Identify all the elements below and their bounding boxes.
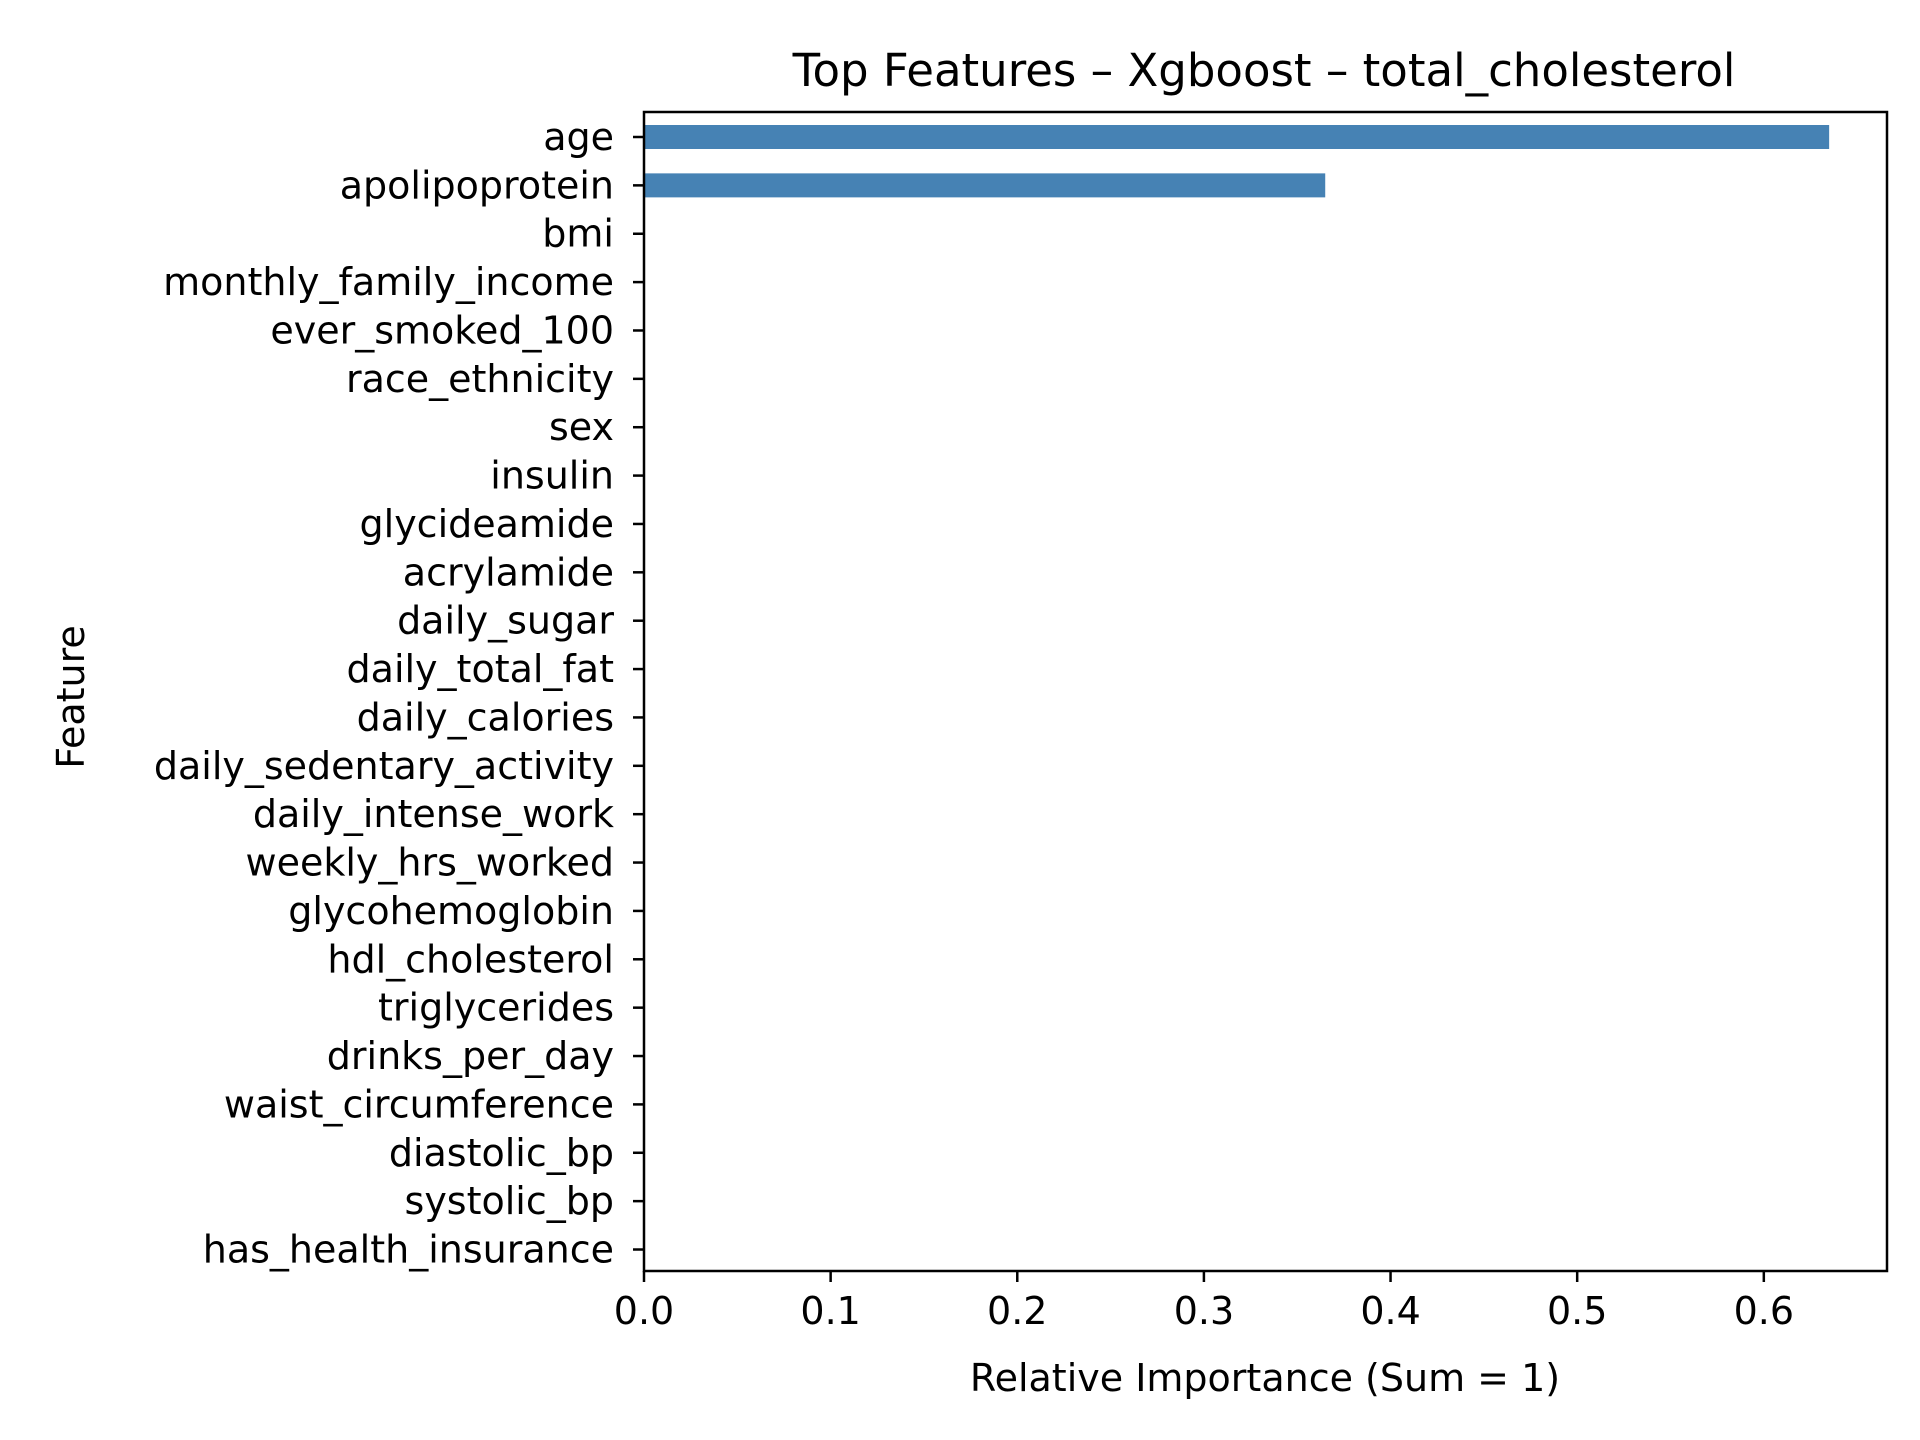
y-tick-label: glycohemoglobin xyxy=(288,889,614,933)
y-tick-label: weekly_hrs_worked xyxy=(246,841,615,885)
x-axis: 0.0 0.1 0.2 0.3 0.4 0.5 0.6 xyxy=(614,1271,1794,1333)
x-tick-label: 0.3 xyxy=(1174,1289,1234,1333)
y-tick-label: bmi xyxy=(542,212,614,256)
bar-age xyxy=(644,125,1830,149)
y-tick-label: age xyxy=(543,115,614,159)
x-tick-label: 0.2 xyxy=(987,1289,1047,1333)
y-tick-label: daily_intense_work xyxy=(253,792,614,836)
y-tick-label: daily_calories xyxy=(357,695,614,739)
y-tick-label: diastolic_bp xyxy=(389,1131,614,1175)
y-tick-label: apolipoprotein xyxy=(340,163,614,207)
y-tick-label: race_ethnicity xyxy=(346,357,614,401)
y-tick-label: acrylamide xyxy=(403,550,614,594)
y-tick-label: systolic_bp xyxy=(405,1179,614,1223)
y-tick-label: ever_smoked_100 xyxy=(270,308,614,352)
y-axis-label: Feature xyxy=(49,625,93,769)
y-tick-label: has_health_insurance xyxy=(203,1228,614,1272)
y-tick-label: daily_sugar xyxy=(397,599,614,643)
y-tick-label: daily_sedentary_activity xyxy=(154,744,614,788)
y-tick-label: drinks_per_day xyxy=(327,1034,614,1078)
x-axis-label: Relative Importance (Sum = 1) xyxy=(970,1356,1560,1400)
y-tick-label: glycideamide xyxy=(360,502,614,546)
y-tick-label: triglycerides xyxy=(378,986,614,1030)
bars-group xyxy=(644,125,1830,198)
y-tick-label: daily_total_fat xyxy=(347,647,614,691)
x-tick-label: 0.1 xyxy=(800,1289,860,1333)
x-tick-label: 0.5 xyxy=(1547,1289,1607,1333)
y-tick-label: monthly_family_income xyxy=(163,260,614,304)
chart-title: Top Features – Xgboost – total_cholester… xyxy=(792,44,1736,97)
y-tick-label: sex xyxy=(549,405,614,449)
bar-apolipoprotein xyxy=(644,173,1326,198)
x-tick-label: 0.4 xyxy=(1360,1289,1420,1333)
x-tick-label: 0.6 xyxy=(1734,1289,1794,1333)
plot-frame xyxy=(642,110,1889,1273)
x-tick-label: 0.0 xyxy=(614,1289,674,1333)
y-tick-label: insulin xyxy=(490,454,614,498)
y-tick-label: waist_circumference xyxy=(224,1082,614,1126)
y-tick-label: hdl_cholesterol xyxy=(327,937,614,981)
